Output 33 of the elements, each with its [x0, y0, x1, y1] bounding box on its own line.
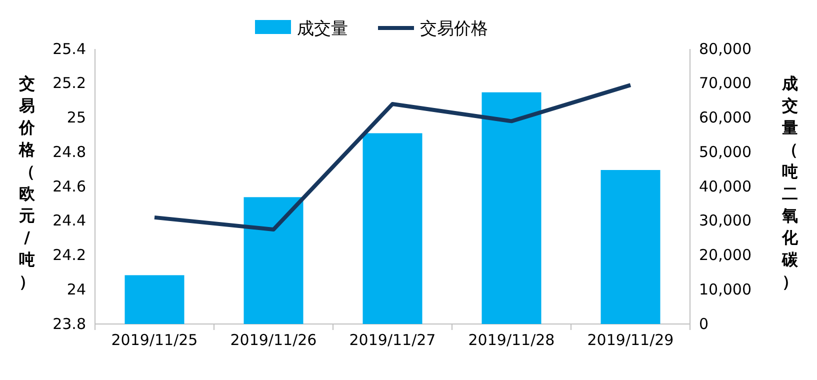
bar: [482, 92, 542, 324]
y2-tick-label: 0: [699, 314, 709, 333]
bar: [600, 170, 660, 324]
y-tick-label: 25: [66, 108, 86, 127]
y-tick-label: 24: [66, 280, 86, 298]
x-tick-label: 2019/11/28: [468, 331, 555, 349]
y2-tick-label: 60,000: [699, 108, 752, 127]
bar: [362, 133, 422, 324]
legend-label: 成交量: [297, 19, 348, 39]
x-tick-label: 2019/11/29: [587, 331, 674, 349]
bar: [124, 275, 184, 324]
line-series: [152, 83, 632, 232]
y-tick-label: 24.4: [52, 212, 86, 230]
x-tick-label: 2019/11/26: [230, 331, 317, 349]
y-tick-label: 25.4: [52, 40, 86, 58]
legend-label: 交易价格: [420, 19, 488, 39]
text: 交易价格（欧元/吨）: [19, 74, 35, 291]
y2-tick-label: 40,000: [699, 177, 752, 196]
y2-tick-label: 10,000: [699, 280, 752, 298]
x-tick-label: 2019/11/25: [111, 331, 198, 349]
y2-tick-label: 70,000: [699, 74, 752, 92]
y2-tick-label: 20,000: [699, 246, 752, 264]
bar: [244, 197, 304, 324]
y2-tick-label: 80,000: [699, 40, 752, 58]
y2-tick-label: 30,000: [699, 212, 752, 230]
y-tick-label: 24.8: [52, 142, 86, 161]
y-tick-label: 25.2: [52, 74, 86, 92]
y-tick-label: 23.8: [52, 314, 86, 333]
text: 成交量（吨二氧化碳）: [782, 74, 798, 291]
y2-tick-label: 50,000: [699, 142, 752, 161]
y-tick-label: 24.6: [52, 177, 86, 196]
x-tick-label: 2019/11/27: [349, 331, 436, 349]
y-tick-label: 24.2: [52, 246, 86, 264]
